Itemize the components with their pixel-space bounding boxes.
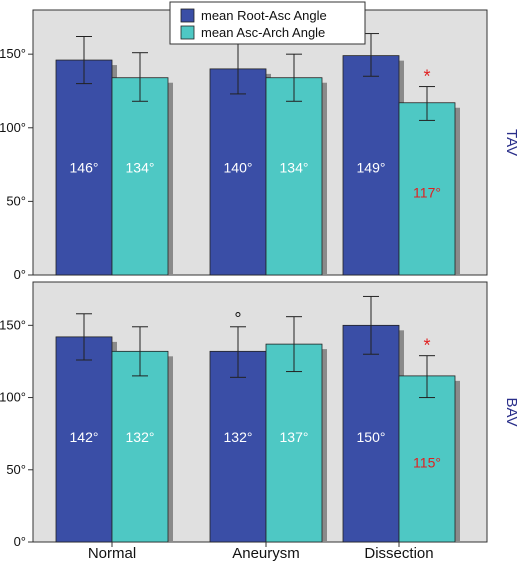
- panel-bav: 0° 50° 100° 150° BAV 142° 132° 150° 132° 137° 115°…: [0, 281, 520, 549]
- bar-asc-arch: [265, 77, 323, 276]
- panel-tav: 0° 50° 100° 150° TAV 146° 140° 149° 134° 134° 117°…: [0, 9, 520, 282]
- legend-swatch: [180, 8, 195, 23]
- y-tick-label: 150°: [0, 46, 26, 61]
- bar-root-asc: [342, 324, 400, 543]
- data-label: 140°: [224, 160, 253, 176]
- y-tick-label: 100°: [0, 120, 26, 135]
- y-tick-label: 50°: [6, 193, 26, 208]
- category-axis: Normal Aneurysm Dissection: [88, 542, 434, 562]
- data-label: 149°: [357, 160, 386, 176]
- data-label: 117°: [413, 184, 441, 200]
- legend-box: [169, 1, 366, 45]
- legend-entry: mean Root-Asc Angle: [201, 8, 327, 23]
- bar-asc-arch: [111, 77, 169, 276]
- significance-marker: *: [423, 67, 430, 87]
- category-label: Normal: [88, 545, 136, 562]
- data-label: 115°: [413, 454, 441, 470]
- data-label: 142°: [70, 429, 99, 445]
- bar-asc-arch: [398, 102, 456, 276]
- category-label: Aneurysm: [232, 545, 300, 562]
- data-label: 137°: [280, 429, 309, 445]
- data-label: 134°: [126, 160, 155, 176]
- y-tick-label: 0°: [14, 267, 26, 282]
- y-tick-label: 100°: [0, 390, 26, 405]
- legend-swatch: [180, 25, 195, 40]
- data-label: 132°: [224, 429, 253, 445]
- y-tick-label: 50°: [6, 462, 26, 477]
- data-label: 132°: [126, 429, 155, 445]
- y-tick-label: 0°: [14, 534, 26, 549]
- degree-marker: °: [234, 309, 241, 329]
- bar-root-asc: [342, 55, 400, 276]
- data-label: 150°: [357, 429, 386, 445]
- category-label: Dissection: [364, 545, 433, 562]
- panels-layer: 0° 50° 100° 150° TAV 146° 140° 149° 134° 134° 117°…: [0, 9, 520, 549]
- data-label: 146°: [70, 160, 99, 176]
- panel-label: BAV: [503, 398, 520, 427]
- bar-root-asc: [55, 59, 113, 276]
- legend: mean Root-Asc Angle mean Asc-Arch Angle: [169, 1, 366, 45]
- bar-root-asc: [209, 350, 267, 543]
- bar-asc-arch: [265, 343, 323, 543]
- bar-asc-arch: [398, 375, 456, 543]
- legend-entry: mean Asc-Arch Angle: [201, 25, 325, 40]
- significance-marker: *: [423, 336, 430, 356]
- y-tick-label: 150°: [0, 317, 26, 332]
- bar-root-asc: [209, 68, 267, 276]
- bar-asc-arch: [111, 350, 169, 543]
- data-label: 134°: [280, 160, 309, 176]
- panel-label: TAV: [503, 129, 520, 156]
